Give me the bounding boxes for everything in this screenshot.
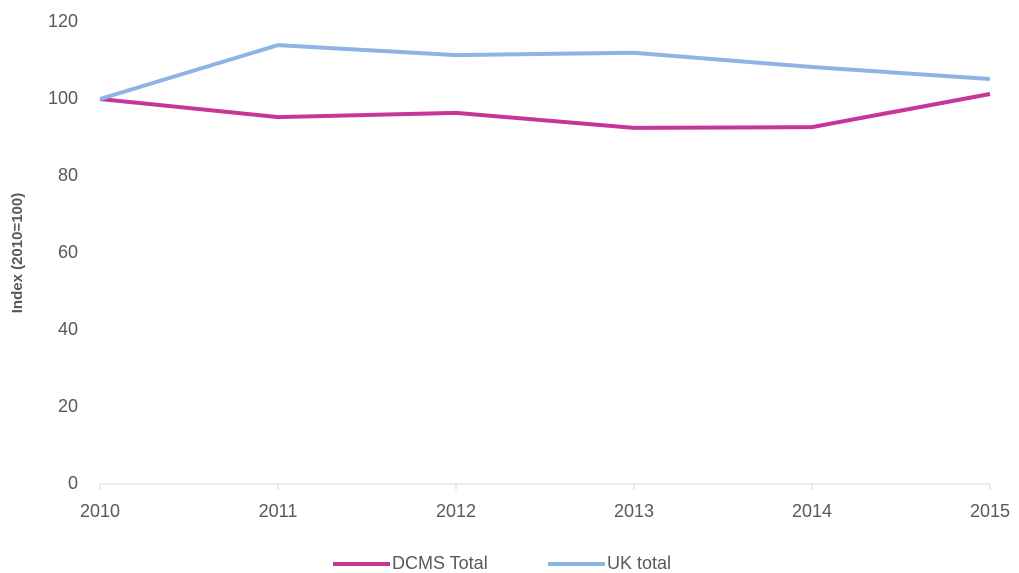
x-tick-label: 2013 bbox=[614, 501, 654, 521]
x-tick-label: 2012 bbox=[436, 501, 476, 521]
x-tick-label: 2011 bbox=[259, 501, 298, 521]
x-tick-label: 2010 bbox=[80, 501, 120, 521]
y-tick-label: 80 bbox=[58, 165, 78, 185]
y-tick-label: 20 bbox=[58, 396, 78, 416]
y-axis-label: Index (2010=100) bbox=[9, 193, 26, 314]
x-tick-label: 2015 bbox=[970, 501, 1010, 521]
y-tick-label: 40 bbox=[58, 319, 78, 339]
y-tick-label: 0 bbox=[68, 473, 78, 493]
y-tick-label: 120 bbox=[48, 11, 78, 31]
legend-label: UK total bbox=[607, 553, 671, 573]
x-tick-label: 2014 bbox=[792, 501, 832, 521]
series-line bbox=[99, 43, 991, 101]
y-tick-label: 60 bbox=[58, 242, 78, 262]
legend-label: DCMS Total bbox=[392, 553, 488, 573]
series-line bbox=[99, 92, 991, 130]
y-tick-label: 100 bbox=[48, 88, 78, 108]
